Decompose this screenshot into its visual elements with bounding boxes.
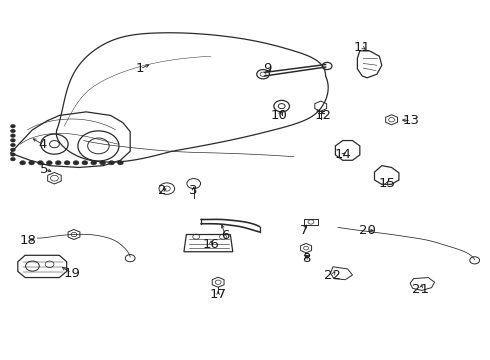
Circle shape <box>55 161 61 165</box>
Circle shape <box>109 161 115 165</box>
Text: 14: 14 <box>334 148 351 161</box>
Text: 13: 13 <box>403 114 419 127</box>
Text: 2: 2 <box>158 184 166 197</box>
Text: 9: 9 <box>263 62 271 75</box>
Text: 3: 3 <box>190 184 198 197</box>
Circle shape <box>10 129 15 133</box>
Circle shape <box>28 161 34 165</box>
Circle shape <box>47 161 52 165</box>
Text: 7: 7 <box>299 224 308 237</box>
Circle shape <box>64 161 70 165</box>
Circle shape <box>10 157 15 161</box>
Circle shape <box>10 148 15 152</box>
Text: 18: 18 <box>19 234 36 247</box>
Text: 1: 1 <box>136 62 144 75</box>
Text: 22: 22 <box>324 269 342 282</box>
Text: 20: 20 <box>359 224 376 237</box>
Text: 16: 16 <box>202 238 219 251</box>
Circle shape <box>82 161 88 165</box>
Text: 4: 4 <box>38 138 47 150</box>
Text: 17: 17 <box>210 288 227 301</box>
Circle shape <box>20 161 25 165</box>
Circle shape <box>10 143 15 147</box>
Circle shape <box>10 139 15 142</box>
Text: 5: 5 <box>40 163 49 176</box>
Circle shape <box>99 161 105 165</box>
Circle shape <box>38 161 44 165</box>
Text: 12: 12 <box>315 109 332 122</box>
Circle shape <box>91 161 97 165</box>
Circle shape <box>118 161 123 165</box>
Text: 15: 15 <box>378 177 395 190</box>
Text: 11: 11 <box>354 41 371 54</box>
Circle shape <box>10 125 15 128</box>
Text: 10: 10 <box>271 109 288 122</box>
Circle shape <box>73 161 79 165</box>
Circle shape <box>10 153 15 156</box>
Text: 8: 8 <box>302 252 310 265</box>
Text: 19: 19 <box>63 267 80 280</box>
Text: 6: 6 <box>221 229 230 242</box>
Text: 21: 21 <box>413 283 429 296</box>
Circle shape <box>10 134 15 138</box>
